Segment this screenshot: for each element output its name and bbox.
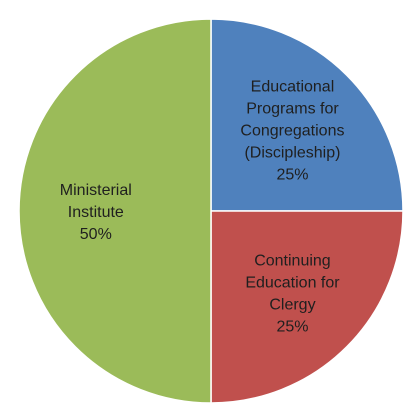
pie-slice-label-0: Educational Programs for Congregations (Dis… bbox=[240, 79, 344, 184]
pie-slice-category-label: Educational bbox=[251, 79, 335, 96]
pie-slice-category-label: Institute bbox=[68, 204, 124, 221]
pie-slice-category-label: Programs for bbox=[246, 101, 339, 118]
pie-slice-category-label: Ministerial bbox=[60, 182, 132, 199]
pie-slice-category-label: Education for bbox=[245, 274, 340, 291]
pie-slice-category-label: Congregations bbox=[240, 123, 344, 140]
pie-slice-value-label: 25% bbox=[276, 318, 308, 335]
pie-slice-value-label: 25% bbox=[276, 167, 308, 184]
pie-slice-0 bbox=[210, 18, 403, 212]
pie-slice-category-label: Clergy bbox=[269, 296, 315, 313]
pie-slice-label-2: Ministerial Institute 50% bbox=[60, 182, 132, 243]
pie-slice-value-label: 50% bbox=[80, 226, 112, 243]
pie-slice-1 bbox=[210, 210, 403, 404]
slices-layer bbox=[18, 18, 403, 404]
labels-layer: Educational Programs for Congregations (Dis… bbox=[60, 79, 345, 336]
pie-slice-category-label: (Discipleship) bbox=[244, 145, 340, 162]
pie-slice-2 bbox=[18, 18, 212, 404]
pie-slice-category-label: Continuing bbox=[254, 252, 331, 269]
pie-slice-label-1: Continuing Education for Clergy 25% bbox=[245, 252, 340, 335]
